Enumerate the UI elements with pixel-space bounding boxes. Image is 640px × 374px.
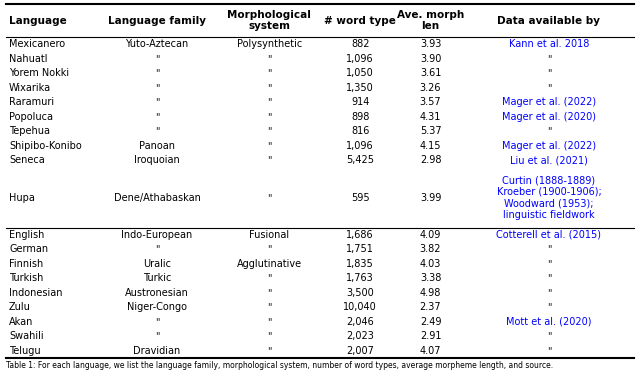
Text: Morphological
system: Morphological system [227, 10, 311, 31]
Text: 2.91: 2.91 [420, 331, 441, 341]
Text: 4.03: 4.03 [420, 259, 441, 269]
Text: ": " [267, 155, 271, 165]
Text: 3.93: 3.93 [420, 40, 441, 49]
Text: Agglutinative: Agglutinative [237, 259, 301, 269]
Text: 1,350: 1,350 [346, 83, 374, 93]
Text: ": " [547, 83, 551, 93]
Text: ": " [267, 54, 271, 64]
Text: ": " [267, 244, 271, 254]
Text: ": " [547, 68, 551, 79]
Text: ": " [267, 288, 271, 298]
Text: ": " [155, 331, 159, 341]
Text: 3.57: 3.57 [420, 97, 442, 107]
Text: 2,046: 2,046 [346, 317, 374, 327]
Text: ": " [267, 83, 271, 93]
Text: ": " [267, 193, 271, 203]
Text: ": " [267, 331, 271, 341]
Text: Swahili: Swahili [9, 331, 44, 341]
Text: Akan: Akan [9, 317, 33, 327]
Text: Dravidian: Dravidian [133, 346, 180, 356]
Text: 882: 882 [351, 40, 369, 49]
Text: Wixarika: Wixarika [9, 83, 51, 93]
Text: Mager et al. (2022): Mager et al. (2022) [502, 97, 596, 107]
Text: English: English [9, 230, 44, 240]
Text: 4.31: 4.31 [420, 112, 441, 122]
Text: ": " [267, 302, 271, 312]
Text: 2,023: 2,023 [346, 331, 374, 341]
Text: 4.09: 4.09 [420, 230, 441, 240]
Text: Telugu: Telugu [9, 346, 40, 356]
Text: Turkish: Turkish [9, 273, 44, 283]
Text: ": " [547, 331, 551, 341]
Text: ": " [547, 346, 551, 356]
Text: 3.61: 3.61 [420, 68, 441, 79]
Text: 5.37: 5.37 [420, 126, 442, 137]
Text: Fusional: Fusional [249, 230, 289, 240]
Text: Yuto-Aztecan: Yuto-Aztecan [125, 40, 189, 49]
Text: 4.07: 4.07 [420, 346, 441, 356]
Text: Turkic: Turkic [143, 273, 172, 283]
Text: ": " [267, 68, 271, 79]
Text: ": " [155, 97, 159, 107]
Text: 2.49: 2.49 [420, 317, 441, 327]
Text: Shipibo-Konibo: Shipibo-Konibo [9, 141, 82, 151]
Text: ": " [155, 244, 159, 254]
Text: Finnish: Finnish [9, 259, 44, 269]
Text: 3.82: 3.82 [420, 244, 441, 254]
Text: ": " [547, 259, 551, 269]
Text: 4.15: 4.15 [420, 141, 441, 151]
Text: 595: 595 [351, 193, 369, 203]
Text: 1,686: 1,686 [346, 230, 374, 240]
Text: Ave. morph
len: Ave. morph len [397, 10, 464, 31]
Text: Tepehua: Tepehua [9, 126, 50, 137]
Text: Indonesian: Indonesian [9, 288, 63, 298]
Text: ": " [155, 54, 159, 64]
Text: ": " [267, 346, 271, 356]
Text: ": " [155, 112, 159, 122]
Text: 1,763: 1,763 [346, 273, 374, 283]
Text: ": " [547, 244, 551, 254]
Text: 1,835: 1,835 [346, 259, 374, 269]
Text: Zulu: Zulu [9, 302, 31, 312]
Text: 3.26: 3.26 [420, 83, 441, 93]
Text: 4.98: 4.98 [420, 288, 441, 298]
Text: Data available by: Data available by [497, 16, 600, 26]
Text: Raramuri: Raramuri [9, 97, 54, 107]
Text: Indo-European: Indo-European [122, 230, 193, 240]
Text: Curtin (1888-1889)
Kroeber (1900-1906);
Woodward (1953);
linguistic fieldwork: Curtin (1888-1889) Kroeber (1900-1906); … [497, 175, 602, 220]
Text: ": " [267, 141, 271, 151]
Text: German: German [9, 244, 48, 254]
Text: ": " [155, 83, 159, 93]
Text: Mexicanero: Mexicanero [9, 40, 65, 49]
Text: 10,040: 10,040 [343, 302, 377, 312]
Text: ": " [267, 112, 271, 122]
Text: ": " [547, 288, 551, 298]
Text: 1,751: 1,751 [346, 244, 374, 254]
Text: Mott et al. (2020): Mott et al. (2020) [506, 317, 591, 327]
Text: ": " [267, 317, 271, 327]
Text: Cotterell et al. (2015): Cotterell et al. (2015) [497, 230, 602, 240]
Text: ": " [267, 126, 271, 137]
Text: Hupa: Hupa [9, 193, 35, 203]
Text: Kann et al. 2018: Kann et al. 2018 [509, 40, 589, 49]
Text: 3.90: 3.90 [420, 54, 441, 64]
Text: 5,425: 5,425 [346, 155, 374, 165]
Text: 898: 898 [351, 112, 369, 122]
Text: Seneca: Seneca [9, 155, 45, 165]
Text: ": " [267, 97, 271, 107]
Text: 3,500: 3,500 [346, 288, 374, 298]
Text: Austronesian: Austronesian [125, 288, 189, 298]
Text: Language family: Language family [108, 16, 206, 26]
Text: 2,007: 2,007 [346, 346, 374, 356]
Text: ": " [547, 273, 551, 283]
Text: 914: 914 [351, 97, 369, 107]
Text: 1,096: 1,096 [346, 54, 374, 64]
Text: 816: 816 [351, 126, 369, 137]
Text: Mager et al. (2020): Mager et al. (2020) [502, 112, 596, 122]
Text: Yorem Nokki: Yorem Nokki [9, 68, 69, 79]
Text: Uralic: Uralic [143, 259, 171, 269]
Text: Popoluca: Popoluca [9, 112, 53, 122]
Text: Niger-Congo: Niger-Congo [127, 302, 187, 312]
Text: 2.98: 2.98 [420, 155, 441, 165]
Text: Liu et al. (2021): Liu et al. (2021) [510, 155, 588, 165]
